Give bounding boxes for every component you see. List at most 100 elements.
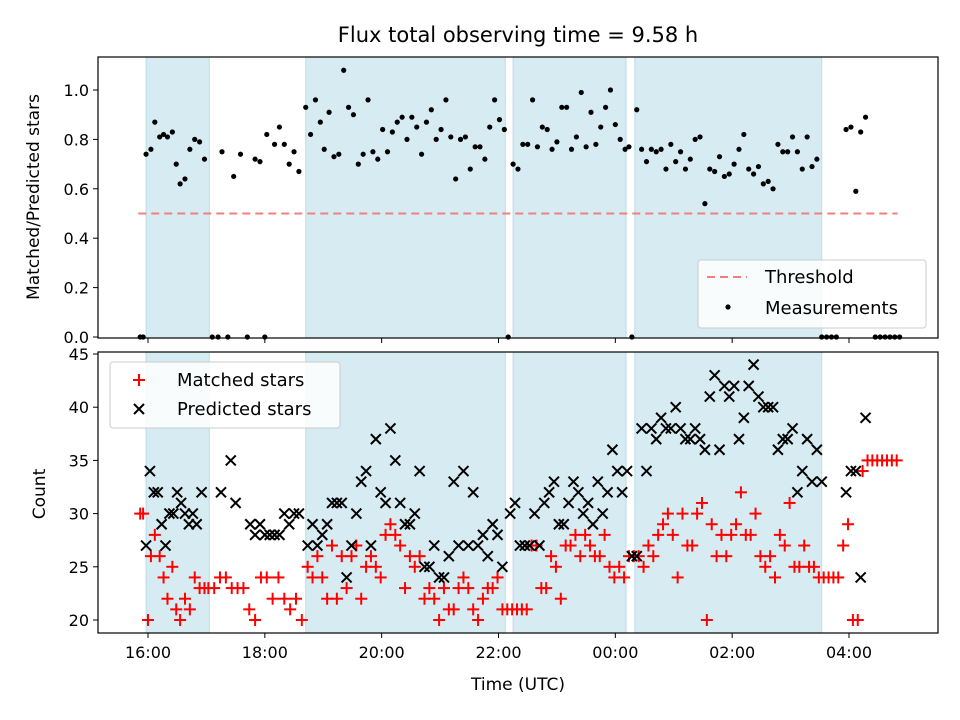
predicted-star-point — [850, 465, 862, 477]
measurement-point — [264, 131, 270, 138]
predicted-star-point — [704, 390, 716, 403]
y-axis-ticks: 0.0 0.2 0.4 0.6 0.8 1.0 — [64, 81, 98, 347]
legend-box — [109, 361, 341, 429]
matched-star-point — [428, 592, 441, 605]
matched-star-point — [579, 528, 592, 541]
cross-b — [679, 433, 692, 445]
measurement-point — [882, 334, 888, 340]
predicted-star-point — [752, 390, 765, 403]
measurement-point — [501, 126, 507, 133]
cross-b — [163, 507, 176, 520]
cross-b — [195, 486, 208, 499]
cross-b — [747, 358, 760, 371]
predicted-star-point — [195, 486, 208, 499]
measurement-point — [602, 104, 609, 110]
matched-star-point — [807, 560, 820, 573]
cross-b — [457, 465, 470, 477]
matched-star-point — [837, 539, 850, 552]
predicted-star-point — [699, 444, 711, 456]
cross-b — [288, 507, 300, 520]
measurement-point — [331, 154, 337, 160]
matched-star-point — [574, 550, 587, 563]
cross-b — [801, 433, 813, 445]
cross-b — [278, 507, 291, 520]
matched-star-point — [545, 550, 558, 563]
predicted-star-point — [413, 465, 426, 477]
measurement-point — [653, 149, 659, 155]
cross-b — [840, 486, 852, 499]
matched-star-point — [266, 592, 279, 605]
predicted-star-point — [523, 539, 536, 552]
cross-b — [772, 444, 784, 456]
measurement-point — [668, 141, 674, 147]
measurement-point — [843, 126, 849, 133]
cross-b — [859, 412, 872, 424]
measurement-point — [677, 149, 684, 155]
matched-star-point — [243, 603, 256, 616]
measurement-point — [529, 97, 536, 103]
cross-b — [486, 518, 499, 530]
measurement-point — [276, 124, 283, 130]
matched-star-point — [237, 582, 250, 595]
cross-b — [384, 422, 397, 435]
cross-b — [394, 497, 406, 509]
predicted-star-point — [631, 550, 643, 562]
predicted-star-point — [467, 486, 479, 499]
predicted-star-point — [514, 539, 526, 552]
predicted-star-point — [558, 518, 570, 530]
cross-b — [496, 561, 509, 573]
predicted-star-point — [733, 433, 745, 445]
cross-b — [587, 518, 599, 530]
predicted-star-point — [562, 497, 575, 509]
matched-star-point — [219, 571, 232, 584]
measurement-point — [626, 144, 632, 150]
cross-b — [316, 529, 328, 541]
matched-star-point — [447, 603, 460, 616]
measurement-point — [389, 129, 395, 135]
measurement-point — [380, 126, 386, 133]
measurement-point — [418, 151, 425, 157]
measurement-point — [336, 151, 342, 157]
measurement-point — [780, 149, 786, 155]
legend-matched-swatch — [133, 374, 145, 386]
y-tick-label: 40 — [69, 398, 89, 417]
predicted-star-point — [418, 561, 431, 573]
measurement-point — [833, 334, 839, 340]
y-tick-label: 35 — [69, 451, 89, 470]
cross-b — [582, 497, 594, 509]
predicted-star-points — [140, 358, 872, 584]
matched-star-point — [467, 603, 480, 616]
predicted-star-point — [384, 422, 397, 435]
measurement-point — [750, 171, 757, 177]
matched-star-point — [260, 571, 273, 584]
measurement-point — [707, 166, 713, 172]
matched-star-point — [142, 614, 154, 626]
predicted-star-point — [592, 475, 604, 488]
matched-star-point — [157, 571, 170, 584]
measurement-point — [423, 119, 430, 125]
measurement-point — [789, 134, 796, 140]
measurement-point — [187, 146, 193, 152]
matched-star-point — [170, 603, 183, 616]
matched-star-point — [554, 592, 567, 605]
cross-b — [645, 422, 658, 435]
cross-b — [225, 454, 237, 467]
predicted-star-point — [548, 475, 560, 488]
predicted-star-point — [806, 475, 818, 488]
matched-star-point — [730, 518, 743, 531]
measurement-point — [257, 159, 263, 165]
y-tick-label: 0.2 — [64, 279, 89, 298]
predicted-star-point — [273, 529, 286, 541]
measurement-point — [312, 97, 319, 103]
matched-star-point — [783, 496, 796, 509]
predicted-star-point — [528, 507, 541, 520]
cross-b — [665, 422, 677, 435]
measurement-point — [804, 134, 810, 140]
cross-b — [249, 529, 261, 541]
measurement-point — [721, 173, 727, 180]
matched-star-point — [695, 496, 708, 509]
measurement-point — [736, 146, 742, 152]
cross-b — [592, 475, 604, 488]
cross-b — [467, 486, 479, 499]
predicted-star-point — [650, 433, 662, 445]
